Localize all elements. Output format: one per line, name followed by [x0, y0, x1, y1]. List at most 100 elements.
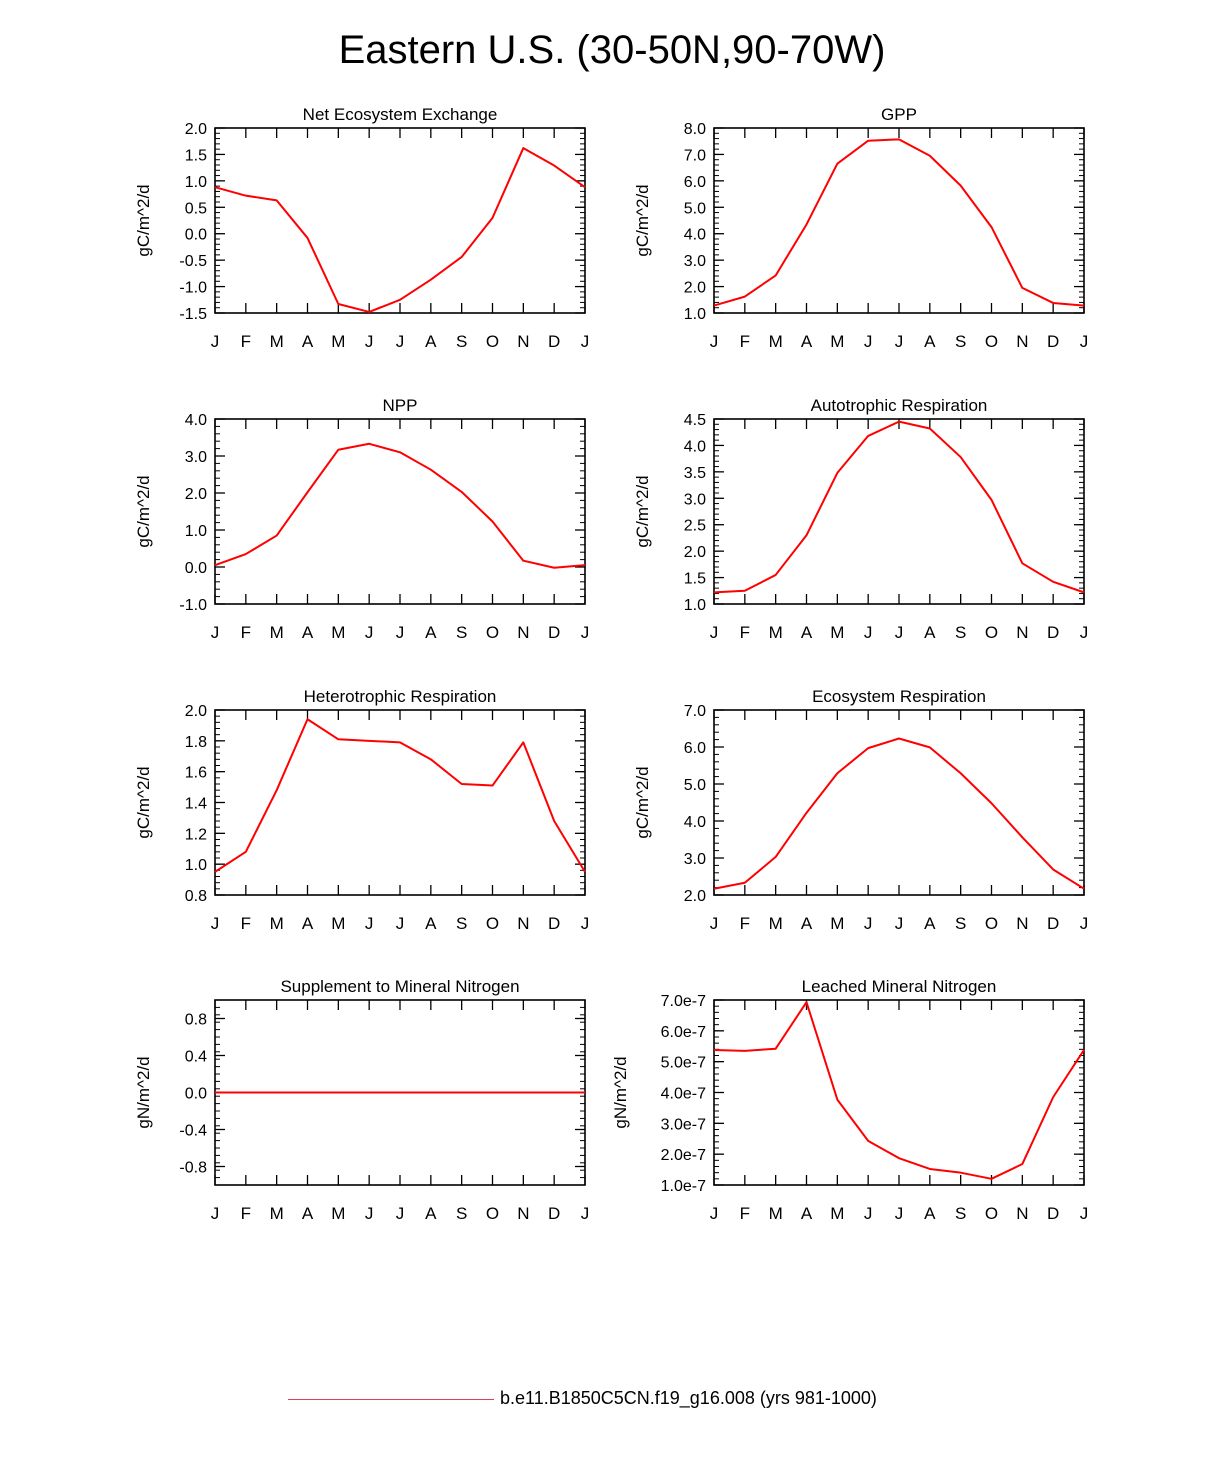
plot-frame [713, 709, 1085, 896]
x-tick-label: M [331, 914, 345, 933]
y-tick-label: 3.0e-7 [661, 1116, 706, 1133]
x-tick-label: J [864, 332, 873, 351]
y-tick-label: 1.0 [684, 306, 706, 323]
panel-title: Leached Mineral Nitrogen [802, 977, 997, 996]
y-tick-label: 0.8 [185, 888, 207, 905]
x-tick-label: S [456, 1204, 467, 1223]
x-tick-label: J [396, 1204, 405, 1223]
x-tick-label: O [486, 623, 499, 642]
y-tick-label: 6.0 [684, 174, 706, 191]
x-tick-label: F [241, 623, 251, 642]
x-tick-label: O [985, 623, 998, 642]
x-tick-label: J [895, 1204, 904, 1223]
x-tick-label: M [270, 623, 284, 642]
y-tick-label: 1.4 [185, 796, 207, 813]
x-tick-label: A [801, 623, 813, 642]
x-tick-label: A [425, 623, 437, 642]
x-tick-label: M [331, 332, 345, 351]
x-tick-label: O [486, 914, 499, 933]
x-tick-label: O [486, 332, 499, 351]
x-tick-label: M [830, 623, 844, 642]
x-tick-label: J [396, 623, 405, 642]
x-tick-label: J [211, 623, 220, 642]
y-tick-label: 0.0 [185, 1086, 207, 1103]
y-tick-label: 1.0e-7 [661, 1178, 706, 1195]
y-axis-label: gC/m^2/d [134, 766, 153, 838]
y-tick-label: 6.0 [684, 740, 706, 757]
x-tick-label: J [211, 332, 220, 351]
y-tick-label: 4.0 [185, 412, 207, 429]
x-tick-label: J [396, 332, 405, 351]
x-tick-label: M [331, 623, 345, 642]
plot-frame [214, 418, 586, 605]
panel-title: GPP [881, 105, 917, 124]
x-tick-label: A [302, 332, 314, 351]
x-tick-label: M [331, 1204, 345, 1223]
y-tick-label: 2.0 [185, 703, 207, 720]
x-tick-label: J [365, 1204, 374, 1223]
x-tick-label: J [1080, 1204, 1089, 1223]
x-tick-label: J [365, 914, 374, 933]
x-tick-label: A [801, 332, 813, 351]
chart-panel-8: Leached Mineral Nitrogen gN/m^2/d 1.0e-7 2.… [611, 977, 1089, 1223]
y-tick-label: 1.0 [684, 597, 706, 614]
panel-title: Supplement to Mineral Nitrogen [280, 977, 519, 996]
y-axis-label: gN/m^2/d [134, 1056, 153, 1128]
y-tick-label: 2.5 [684, 518, 706, 535]
panel-title: Ecosystem Respiration [812, 687, 986, 706]
y-tick-label: 3.0 [684, 253, 706, 270]
y-tick-label: 4.0e-7 [661, 1086, 706, 1103]
y-tick-label: 5.0e-7 [661, 1055, 706, 1072]
chart-panel-7: Supplement to Mineral Nitrogen gN/m^2/d -0… [134, 977, 590, 1223]
x-tick-label: F [740, 1204, 750, 1223]
series-line [214, 442, 586, 569]
x-tick-label: J [895, 914, 904, 933]
x-tick-label: D [1047, 623, 1059, 642]
x-tick-label: M [769, 332, 783, 351]
x-tick-label: J [211, 914, 220, 933]
y-tick-label: 4.0 [684, 814, 706, 831]
y-tick-label: 8.0 [684, 121, 706, 138]
x-tick-label: O [985, 332, 998, 351]
x-tick-label: M [270, 1204, 284, 1223]
x-tick-label: F [241, 914, 251, 933]
y-axis-label: gN/m^2/d [611, 1056, 630, 1128]
y-tick-label: 5.0 [684, 200, 706, 217]
x-tick-label: F [740, 332, 750, 351]
panel-title: Net Ecosystem Exchange [303, 105, 498, 124]
x-tick-label: M [769, 623, 783, 642]
x-tick-label: S [456, 332, 467, 351]
x-tick-label: J [396, 914, 405, 933]
series-line [713, 737, 1085, 890]
x-tick-label: J [581, 914, 590, 933]
x-tick-label: N [517, 914, 529, 933]
x-tick-label: D [548, 914, 560, 933]
page-title: Eastern U.S. (30-50N,90-70W) [338, 28, 886, 72]
x-tick-label: J [581, 1204, 590, 1223]
x-tick-label: A [801, 914, 813, 933]
y-tick-label: -0.5 [179, 253, 207, 270]
x-tick-label: J [365, 332, 374, 351]
x-tick-label: A [924, 623, 936, 642]
legend: b.e11.B1850C5CN.f19_g16.008 (yrs 981-100… [288, 1386, 1008, 1414]
x-tick-label: M [270, 914, 284, 933]
x-tick-label: S [955, 1204, 966, 1223]
y-tick-label: 2.0e-7 [661, 1147, 706, 1164]
x-tick-label: J [710, 1204, 719, 1223]
panel-title: NPP [383, 396, 418, 415]
y-tick-label: 2.0 [185, 121, 207, 138]
plot-frame [214, 709, 586, 896]
x-tick-label: S [456, 914, 467, 933]
x-tick-label: N [517, 1204, 529, 1223]
y-tick-label: 1.0 [185, 857, 207, 874]
legend-label: b.e11.B1850C5CN.f19_g16.008 (yrs 981-100… [500, 1388, 877, 1408]
plot-frame [713, 127, 1085, 314]
y-tick-label: 1.6 [185, 765, 207, 782]
y-tick-label: 0.8 [185, 1012, 207, 1029]
x-tick-label: A [924, 332, 936, 351]
y-tick-label: 4.0 [684, 438, 706, 455]
y-tick-label: 2.0 [185, 486, 207, 503]
y-tick-label: -1.5 [179, 306, 207, 323]
x-tick-label: J [710, 914, 719, 933]
